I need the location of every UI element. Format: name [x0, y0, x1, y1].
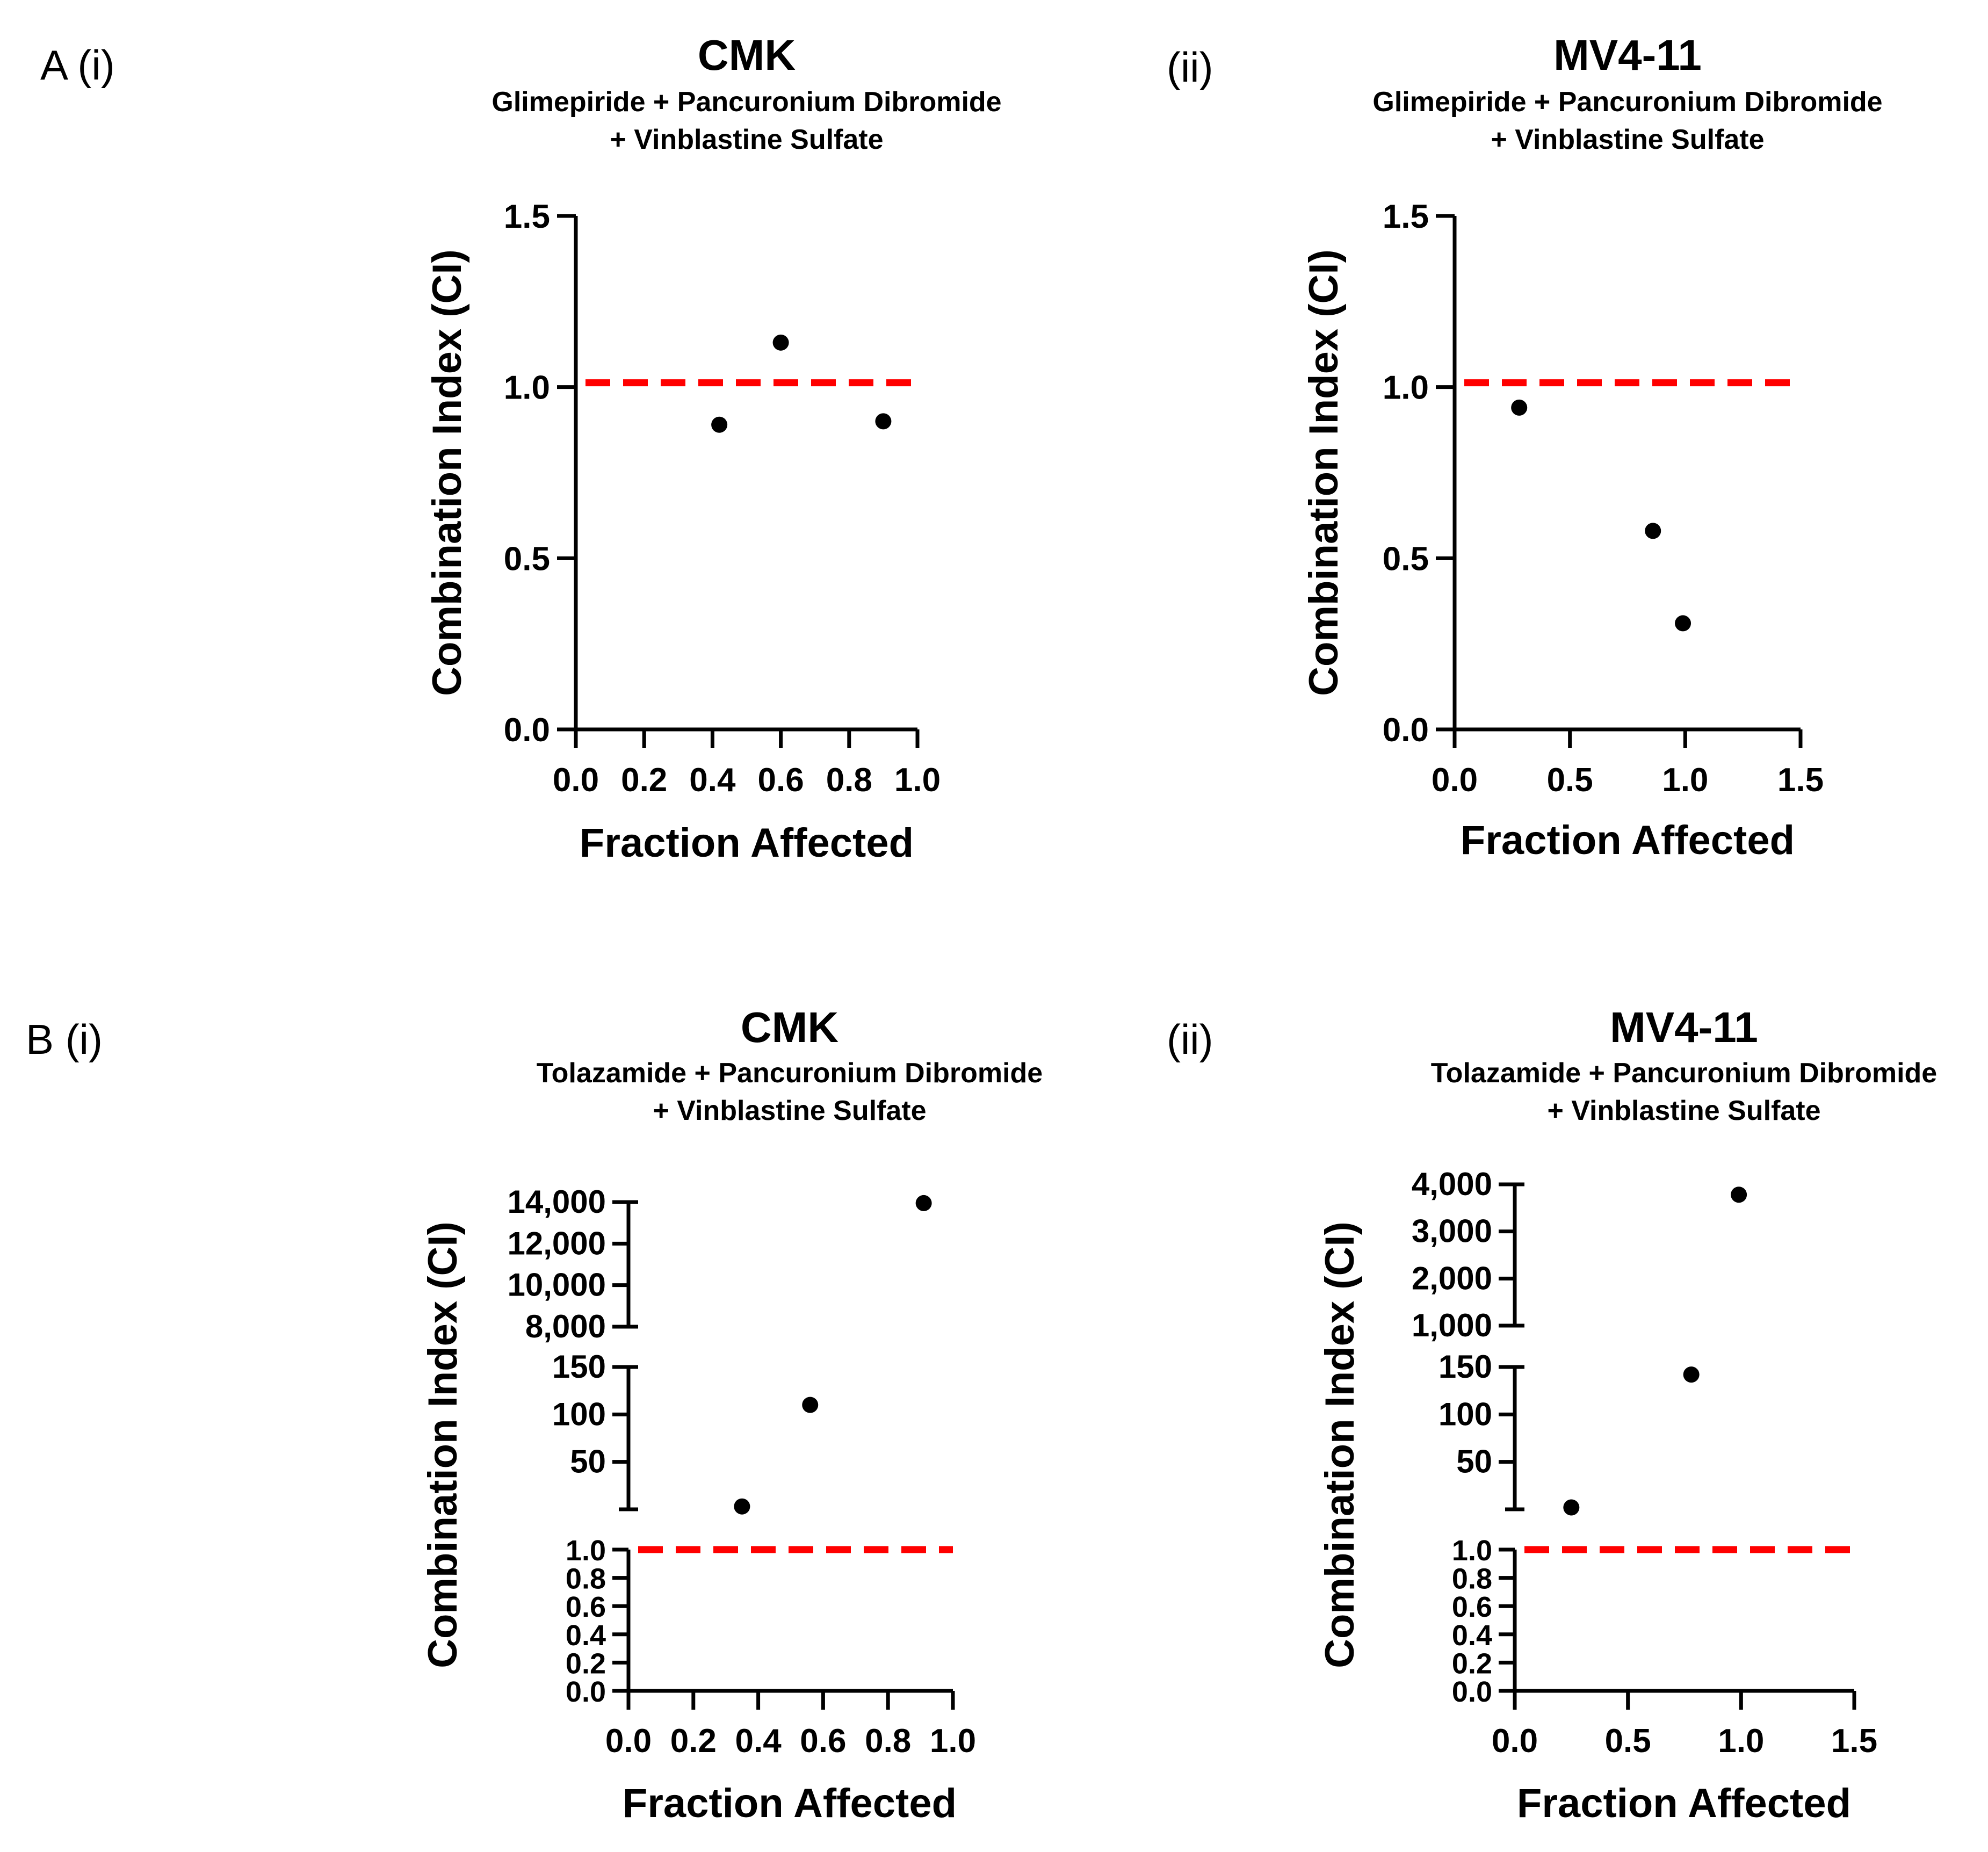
y-axis-label: Combination Index (CI) — [1317, 1221, 1363, 1668]
chart-subtitle: + Vinblastine Sulfate — [1491, 124, 1764, 155]
chart-subtitle: Glimepiride + Pancuronium Dibromide — [491, 86, 1001, 118]
data-point — [802, 1397, 819, 1413]
chart-title: CMK — [698, 31, 796, 79]
y-tick-label: 150 — [1438, 1349, 1492, 1385]
y-axis-label: Combination Index (CI) — [424, 249, 470, 696]
y-tick-label: 1.5 — [1383, 198, 1429, 235]
chart-title: MV4-11 — [1553, 31, 1702, 79]
x-tick-label: 0.2 — [621, 762, 667, 799]
y-tick-label: 0.2 — [1452, 1647, 1492, 1680]
x-tick-label: 0.8 — [826, 762, 872, 799]
y-tick-label: 0.4 — [566, 1619, 606, 1652]
y-tick-label: 0.8 — [566, 1563, 606, 1595]
data-point — [1683, 1366, 1700, 1383]
y-tick-label: 2,000 — [1412, 1260, 1492, 1296]
x-tick-label: 0.2 — [670, 1723, 717, 1760]
x-tick-label: 0.4 — [689, 762, 736, 799]
x-tick-label: 0.6 — [800, 1723, 846, 1760]
y-tick-label: 0.4 — [1452, 1619, 1492, 1652]
x-tick-label: 1.0 — [1662, 762, 1708, 799]
y-tick-label: 12,000 — [507, 1225, 606, 1261]
y-tick-label: 0.6 — [566, 1591, 606, 1623]
y-tick-label: 100 — [1438, 1396, 1492, 1432]
chart-subtitle: Tolazamide + Pancuronium Dibromide — [537, 1058, 1043, 1089]
panel-label: B (i) — [26, 1016, 103, 1063]
panel-label: A (i) — [40, 41, 115, 89]
data-point — [915, 1195, 932, 1211]
y-tick-label: 100 — [552, 1396, 606, 1432]
chart-subtitle: Tolazamide + Pancuronium Dibromide — [1431, 1058, 1937, 1089]
y-tick-label: 0.0 — [504, 712, 550, 749]
y-tick-label: 0.0 — [566, 1676, 606, 1708]
x-tick-label: 0.5 — [1547, 762, 1593, 799]
y-tick-label: 0.5 — [504, 540, 550, 577]
data-point — [711, 416, 728, 433]
x-tick-label: 0.0 — [1432, 762, 1478, 799]
x-axis-label: Fraction Affected — [580, 820, 914, 866]
y-tick-label: 50 — [1456, 1444, 1492, 1480]
x-tick-label: 0.5 — [1605, 1723, 1651, 1760]
panel-label: (ii) — [1167, 1016, 1213, 1063]
chart-subtitle: + Vinblastine Sulfate — [1547, 1095, 1820, 1126]
y-tick-label: 1.0 — [1452, 1535, 1492, 1567]
x-axis-label: Fraction Affected — [623, 1781, 957, 1826]
x-tick-label: 1.0 — [930, 1723, 976, 1760]
y-axis-label: Combination Index (CI) — [1301, 249, 1347, 696]
x-tick-label: 0.0 — [605, 1723, 652, 1760]
x-tick-label: 1.0 — [894, 762, 941, 799]
y-tick-label: 0.2 — [566, 1647, 606, 1680]
data-point — [1675, 615, 1691, 632]
data-point — [1645, 523, 1661, 539]
x-tick-label: 0.4 — [735, 1723, 782, 1760]
y-tick-label: 3,000 — [1412, 1213, 1492, 1249]
data-point — [1731, 1187, 1747, 1203]
x-tick-label: 0.0 — [553, 762, 599, 799]
data-point — [875, 413, 892, 430]
y-tick-label: 1.0 — [566, 1535, 606, 1567]
chart-subtitle: + Vinblastine Sulfate — [653, 1095, 926, 1126]
y-tick-label: 150 — [552, 1349, 606, 1385]
chart-subtitle: + Vinblastine Sulfate — [610, 124, 883, 155]
y-axis-label: Combination Index (CI) — [420, 1221, 466, 1668]
x-axis-label: Fraction Affected — [1461, 818, 1795, 863]
y-tick-label: 1.0 — [1383, 370, 1429, 407]
data-point — [1511, 399, 1528, 416]
panel-label: (ii) — [1167, 44, 1213, 91]
x-tick-label: 0.6 — [757, 762, 804, 799]
data-point — [772, 334, 789, 351]
x-tick-label: 1.5 — [1831, 1723, 1877, 1760]
y-tick-label: 14,000 — [507, 1184, 606, 1220]
y-tick-label: 0.0 — [1383, 712, 1429, 749]
y-tick-label: 0.0 — [1452, 1676, 1492, 1708]
y-tick-label: 1.5 — [504, 198, 550, 235]
data-point — [734, 1498, 750, 1515]
x-tick-label: 0.8 — [865, 1723, 911, 1760]
x-tick-label: 1.0 — [1718, 1723, 1764, 1760]
chart-subtitle: Glimepiride + Pancuronium Dibromide — [1372, 86, 1882, 118]
y-tick-label: 0.5 — [1383, 540, 1429, 577]
y-tick-label: 1.0 — [504, 370, 550, 407]
y-tick-label: 1,000 — [1412, 1307, 1492, 1343]
chart-title: MV4-11 — [1610, 1003, 1758, 1051]
chart-title: CMK — [741, 1003, 838, 1051]
y-tick-label: 50 — [570, 1444, 606, 1480]
x-axis-label: Fraction Affected — [1517, 1781, 1851, 1826]
y-tick-label: 0.6 — [1452, 1591, 1492, 1623]
y-tick-label: 8,000 — [525, 1308, 606, 1344]
x-tick-label: 1.5 — [1777, 762, 1824, 799]
data-point — [1563, 1499, 1580, 1516]
y-tick-label: 10,000 — [507, 1267, 606, 1303]
y-tick-label: 0.8 — [1452, 1563, 1492, 1595]
x-tick-label: 0.0 — [1492, 1723, 1538, 1760]
y-tick-label: 4,000 — [1412, 1166, 1492, 1202]
